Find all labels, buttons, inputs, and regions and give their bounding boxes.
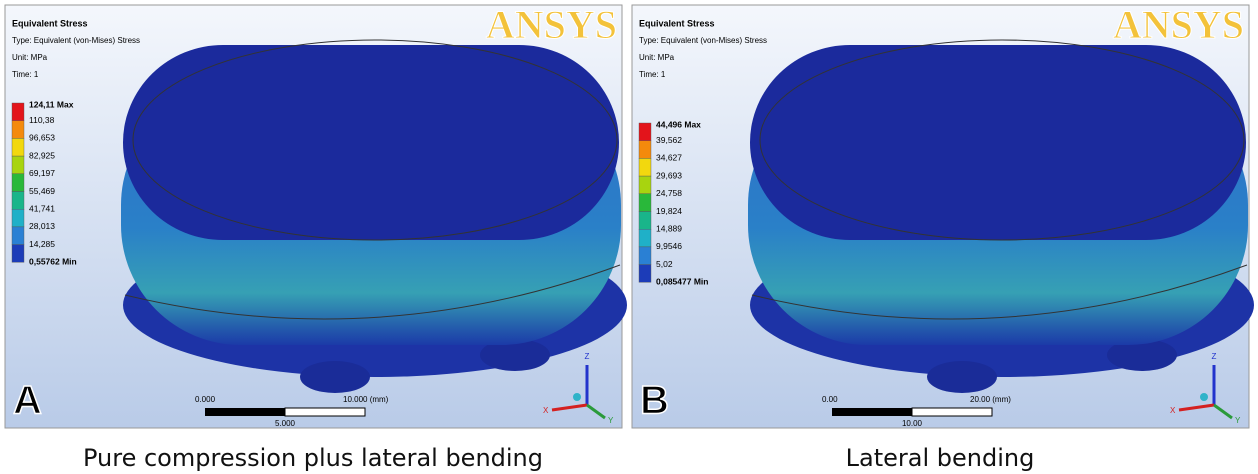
body-top	[123, 45, 619, 240]
result-time: Time: 1	[639, 70, 666, 79]
axis-label: X	[543, 406, 549, 415]
legend-swatch	[11, 226, 25, 245]
scale-end: 20.00 (mm)	[970, 395, 1011, 404]
axis-origin	[573, 393, 581, 401]
outline	[132, 39, 618, 241]
result-time: Time: 1	[12, 70, 39, 79]
legend-label: 82,925	[29, 150, 55, 160]
foot	[480, 339, 550, 371]
panel-letter: A	[13, 379, 42, 423]
legend-swatch	[11, 173, 25, 192]
legend-label: 44,496 Max	[656, 119, 701, 129]
legend-label: 41,741	[29, 203, 55, 213]
panel: Equivalent Stress Type: Equivalent (von-M…	[4, 2, 627, 429]
legend-label: 96,653	[29, 133, 55, 143]
axis-y	[586, 403, 606, 420]
legend-swatch	[11, 102, 25, 121]
legend-label: 124,11 Max	[29, 99, 74, 109]
legend-swatch	[638, 264, 652, 283]
scale-end: 10.000 (mm)	[343, 395, 389, 404]
legend-label: 28,013	[29, 221, 55, 231]
scale-start: 0.00	[822, 395, 838, 404]
axis-label: Z	[1212, 352, 1217, 361]
scale-black	[205, 408, 285, 416]
legend-swatch	[11, 191, 25, 210]
legend-label: 110,38	[29, 115, 55, 125]
result-type: Type: Equivalent (von-Mises) Stress	[639, 36, 767, 45]
logo: ANSYS	[486, 2, 617, 47]
legend-label: 9,9546	[656, 241, 682, 251]
axis-origin	[1200, 393, 1208, 401]
logo: ANSYS	[1113, 2, 1244, 47]
legend-swatch	[638, 193, 652, 212]
legend-label: 14,889	[656, 223, 682, 233]
outline	[124, 264, 621, 320]
legend-swatch	[638, 246, 652, 265]
legend-label: 5,02	[656, 259, 673, 269]
axis-y	[1213, 403, 1233, 420]
caption: Pure compression plus lateral bending	[83, 444, 543, 472]
legend-label: 55,469	[29, 186, 55, 196]
outline	[751, 264, 1248, 320]
legend-label: 69,197	[29, 168, 55, 178]
caption: Lateral bending	[846, 444, 1035, 472]
legend-swatch	[11, 244, 25, 263]
axis-x	[1178, 403, 1215, 412]
result-unit: Unit: MPa	[639, 53, 675, 62]
legend-label: 0,55762 Min	[29, 257, 77, 267]
legend-label: 39,562	[656, 135, 682, 145]
legend-label: 14,285	[29, 239, 55, 249]
axis-label: Y	[608, 416, 614, 425]
panel-letter: B	[640, 379, 669, 423]
legend-swatch	[11, 120, 25, 139]
scale-mid: 10.00	[902, 419, 923, 428]
legend-label: 24,758	[656, 188, 682, 198]
result-title: Equivalent Stress	[639, 18, 715, 28]
scale-black	[832, 408, 912, 416]
scale-white	[911, 407, 993, 417]
axis-label: Y	[1235, 416, 1241, 425]
legend-swatch	[638, 175, 652, 195]
legend-swatch	[638, 140, 652, 159]
legend-label: 34,627	[656, 153, 682, 163]
legend-label: 19,824	[656, 206, 682, 216]
legend-swatch	[638, 158, 652, 177]
scale-start: 0.000	[195, 395, 216, 404]
legend-swatch	[11, 208, 25, 228]
result-title: Equivalent Stress	[12, 18, 88, 28]
legend-swatch	[11, 155, 25, 175]
foot	[300, 361, 370, 393]
legend-label: 0,085477 Min	[656, 277, 708, 287]
foot	[1107, 339, 1177, 371]
result-type: Type: Equivalent (von-Mises) Stress	[12, 36, 140, 45]
foot	[927, 361, 997, 393]
scale-white	[284, 407, 366, 417]
legend-swatch	[11, 138, 25, 157]
scale-mid: 5.000	[275, 419, 296, 428]
legend-swatch	[638, 228, 652, 248]
legend-swatch	[638, 211, 652, 230]
axis-x	[551, 403, 588, 412]
body-top	[750, 45, 1246, 240]
legend-swatch	[638, 122, 652, 141]
axis-label: Z	[585, 352, 590, 361]
axis-label: X	[1170, 406, 1176, 415]
legend-label: 29,693	[656, 170, 682, 180]
outline	[759, 39, 1245, 241]
panel: Equivalent Stress Type: Equivalent (von-M…	[631, 2, 1254, 429]
result-unit: Unit: MPa	[12, 53, 48, 62]
